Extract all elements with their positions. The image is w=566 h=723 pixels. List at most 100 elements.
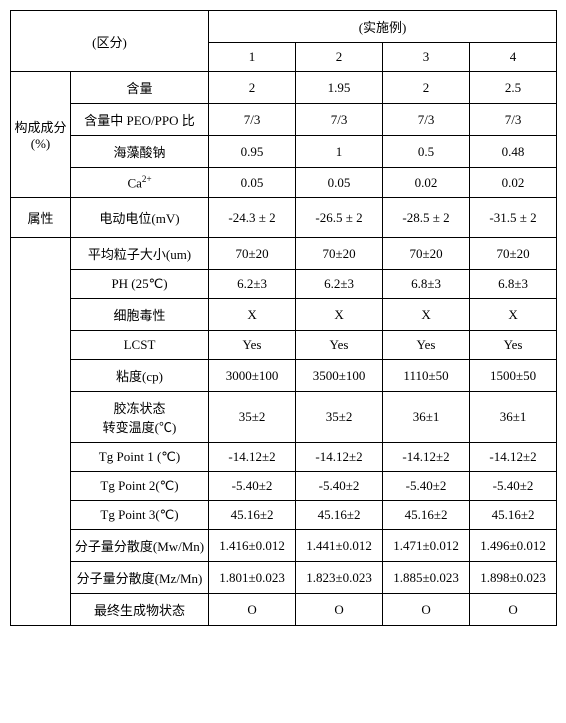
table-row: 细胞毒性 X X X X	[11, 299, 557, 331]
cell: 2	[209, 72, 296, 104]
cell: X	[296, 299, 383, 331]
cell: 1	[296, 136, 383, 168]
cell: 1.441±0.012	[296, 530, 383, 562]
row-label: 分子量分散度(Mw/Mn)	[71, 530, 209, 562]
header-qufen: (区分)	[11, 11, 209, 72]
cell: -31.5 ± 2	[470, 198, 557, 238]
table-row: LCST Yes Yes Yes Yes	[11, 331, 557, 360]
cell: 35±2	[296, 392, 383, 443]
row-label: 含量	[71, 72, 209, 104]
cell: 7/3	[209, 104, 296, 136]
cell: 3500±100	[296, 360, 383, 392]
cell: 1.95	[296, 72, 383, 104]
cell: 70±20	[296, 238, 383, 270]
row-label: 最终生成物状态	[71, 594, 209, 626]
group-blank	[11, 238, 71, 626]
cell: 0.05	[209, 168, 296, 198]
cell: O	[296, 594, 383, 626]
cell: -14.12±2	[296, 443, 383, 472]
cell: 70±20	[383, 238, 470, 270]
table-row: Ca2+ 0.05 0.05 0.02 0.02	[11, 168, 557, 198]
cell: 0.05	[296, 168, 383, 198]
table-row: 最终生成物状态 O O O O	[11, 594, 557, 626]
cell: -24.3 ± 2	[209, 198, 296, 238]
cell: 0.02	[383, 168, 470, 198]
table-row: 分子量分散度(Mw/Mn) 1.416±0.012 1.441±0.012 1.…	[11, 530, 557, 562]
table-row: 海藻酸钠 0.95 1 0.5 0.48	[11, 136, 557, 168]
data-table: (区分) (实施例) 1 2 3 4 构成成分 (%) 含量 2 1.95 2 …	[10, 10, 557, 626]
row-label: LCST	[71, 331, 209, 360]
table-row: PH (25℃) 6.2±3 6.2±3 6.8±3 6.8±3	[11, 270, 557, 299]
cell: 1110±50	[383, 360, 470, 392]
cell: 1.471±0.012	[383, 530, 470, 562]
cell: Yes	[470, 331, 557, 360]
jiaodong-l1: 胶冻状态	[114, 401, 166, 416]
row-label: 分子量分散度(Mz/Mn)	[71, 562, 209, 594]
cell: O	[383, 594, 470, 626]
ca-sup: 2+	[142, 174, 152, 184]
header-shishili: (实施例)	[209, 11, 557, 43]
cell: Yes	[209, 331, 296, 360]
cell: 45.16±2	[296, 501, 383, 530]
table-row: Tg Point 1 (℃) -14.12±2 -14.12±2 -14.12±…	[11, 443, 557, 472]
col-header: 1	[209, 43, 296, 72]
cell: 0.02	[470, 168, 557, 198]
table-row: 含量中 PEO/PPO 比 7/3 7/3 7/3 7/3	[11, 104, 557, 136]
row-label: Ca2+	[71, 168, 209, 198]
cell: 6.2±3	[296, 270, 383, 299]
cell: -14.12±2	[470, 443, 557, 472]
cell: 6.8±3	[383, 270, 470, 299]
cell: -5.40±2	[296, 472, 383, 501]
col-header: 4	[470, 43, 557, 72]
col-header: 2	[296, 43, 383, 72]
cell: 3000±100	[209, 360, 296, 392]
cell: 35±2	[209, 392, 296, 443]
cell: 70±20	[470, 238, 557, 270]
table-row: 构成成分 (%) 含量 2 1.95 2 2.5	[11, 72, 557, 104]
table-row: Tg Point 3(℃) 45.16±2 45.16±2 45.16±2 45…	[11, 501, 557, 530]
cell: 1.885±0.023	[383, 562, 470, 594]
table-row: (区分) (实施例)	[11, 11, 557, 43]
cell: 7/3	[296, 104, 383, 136]
cell: 6.2±3	[209, 270, 296, 299]
row-label: 海藻酸钠	[71, 136, 209, 168]
cell: X	[209, 299, 296, 331]
cell: 1.496±0.012	[470, 530, 557, 562]
cell: 6.8±3	[470, 270, 557, 299]
cell: O	[470, 594, 557, 626]
group-shuxing: 属性	[11, 198, 71, 238]
table-row: 胶冻状态 转变温度(℃) 35±2 35±2 36±1 36±1	[11, 392, 557, 443]
cell: -14.12±2	[383, 443, 470, 472]
row-label: 电动电位(mV)	[71, 198, 209, 238]
cell: 45.16±2	[383, 501, 470, 530]
table-row: 分子量分散度(Mz/Mn) 1.801±0.023 1.823±0.023 1.…	[11, 562, 557, 594]
cell: -5.40±2	[209, 472, 296, 501]
cell: -5.40±2	[383, 472, 470, 501]
cell: 36±1	[383, 392, 470, 443]
group-gouchengchengfen: 构成成分 (%)	[11, 72, 71, 198]
ca-prefix: Ca	[127, 175, 141, 190]
cell: Yes	[383, 331, 470, 360]
cell: 1.823±0.023	[296, 562, 383, 594]
row-label: 细胞毒性	[71, 299, 209, 331]
cell: 36±1	[470, 392, 557, 443]
table-row: 粘度(cp) 3000±100 3500±100 1110±50 1500±50	[11, 360, 557, 392]
cell: 1500±50	[470, 360, 557, 392]
cell: 45.16±2	[470, 501, 557, 530]
table-row: Tg Point 2(℃) -5.40±2 -5.40±2 -5.40±2 -5…	[11, 472, 557, 501]
cell: -26.5 ± 2	[296, 198, 383, 238]
cell: 70±20	[209, 238, 296, 270]
cell: O	[209, 594, 296, 626]
cell: X	[470, 299, 557, 331]
row-label: 胶冻状态 转变温度(℃)	[71, 392, 209, 443]
cell: 1.416±0.012	[209, 530, 296, 562]
group-label-l1: 构成成分	[14, 120, 66, 135]
cell: -28.5 ± 2	[383, 198, 470, 238]
table-row: 属性 电动电位(mV) -24.3 ± 2 -26.5 ± 2 -28.5 ± …	[11, 198, 557, 238]
col-header: 3	[383, 43, 470, 72]
table-row: 平均粒子大小(um) 70±20 70±20 70±20 70±20	[11, 238, 557, 270]
row-label: 粘度(cp)	[71, 360, 209, 392]
cell: -5.40±2	[470, 472, 557, 501]
row-label: Tg Point 2(℃)	[71, 472, 209, 501]
cell: Yes	[296, 331, 383, 360]
